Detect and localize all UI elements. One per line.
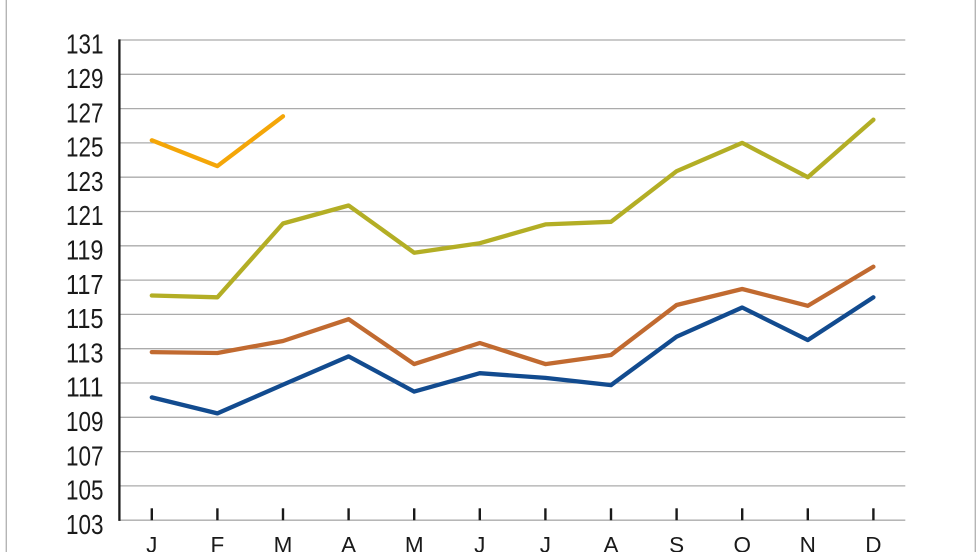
svg-text:115: 115 (66, 303, 104, 334)
svg-text:111: 111 (66, 372, 104, 403)
svg-text:127: 127 (66, 97, 104, 128)
svg-text:A: A (603, 533, 618, 553)
svg-text:105: 105 (66, 475, 104, 506)
svg-text:O: O (733, 533, 751, 553)
svg-text:121: 121 (66, 200, 104, 231)
svg-text:113: 113 (66, 337, 104, 368)
svg-text:D: D (865, 533, 881, 553)
svg-text:109: 109 (66, 406, 104, 437)
svg-text:123: 123 (66, 166, 104, 197)
svg-text:119: 119 (66, 235, 104, 266)
svg-text:103: 103 (66, 509, 104, 540)
svg-text:J: J (474, 533, 485, 553)
svg-text:S: S (669, 533, 684, 553)
svg-text:129: 129 (66, 63, 104, 94)
svg-text:M: M (405, 533, 424, 553)
svg-text:J: J (540, 533, 551, 553)
svg-text:125: 125 (66, 132, 104, 163)
svg-text:131: 131 (66, 29, 104, 60)
svg-text:A: A (341, 533, 356, 553)
svg-text:M: M (274, 533, 293, 553)
svg-text:107: 107 (66, 440, 104, 471)
svg-text:J: J (146, 533, 157, 553)
svg-text:F: F (211, 533, 225, 553)
svg-text:N: N (800, 533, 816, 553)
svg-text:117: 117 (66, 269, 104, 300)
